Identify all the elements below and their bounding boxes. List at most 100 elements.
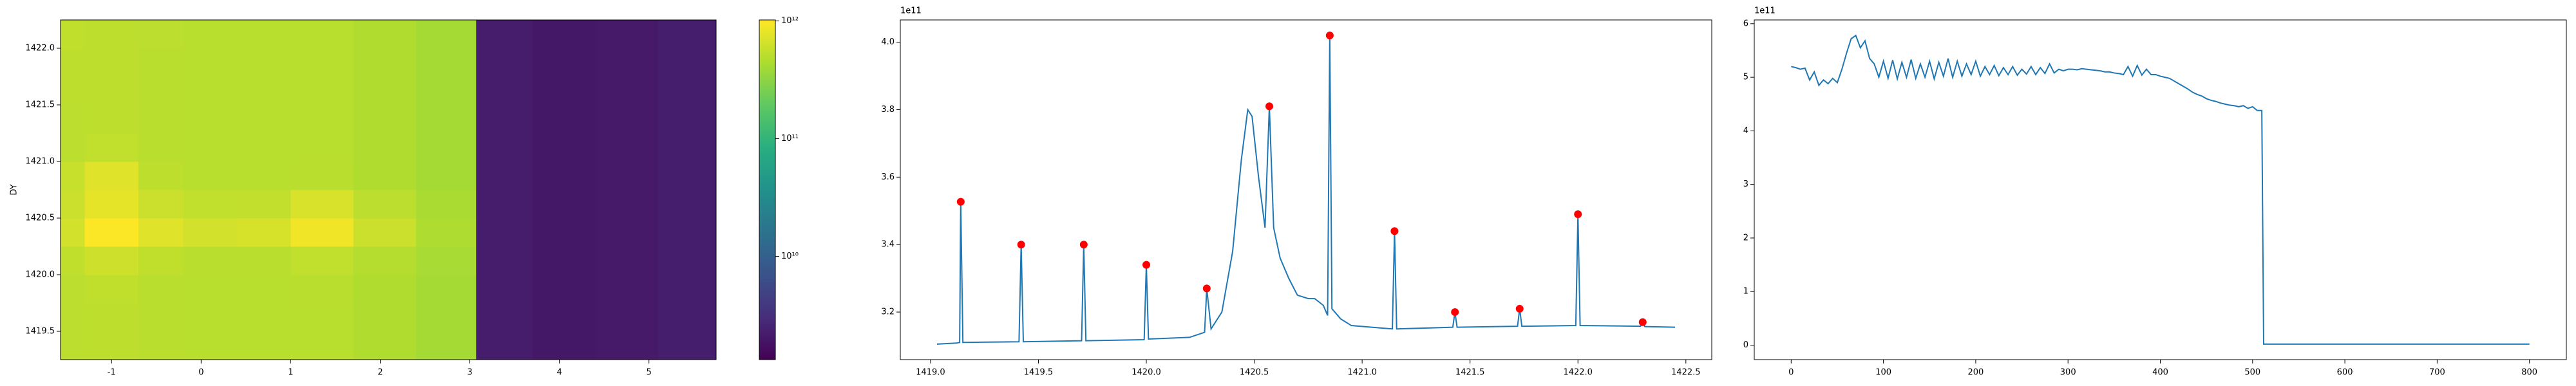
peak-marker	[1574, 210, 1582, 219]
heatmap-cell	[476, 246, 533, 275]
heatmap-cell	[658, 161, 717, 190]
heatmap-cell	[183, 331, 238, 360]
colorbar-segment	[759, 344, 775, 347]
colorbar-segment	[759, 317, 775, 320]
x-tick-label: 1419.5	[1024, 368, 1054, 378]
y-tick-label: 6	[1743, 19, 1748, 28]
colorbar-segment	[759, 283, 775, 286]
colorbar-segment	[759, 89, 775, 92]
colorbar-segment	[759, 98, 775, 100]
colorbar-segment	[759, 43, 775, 46]
colorbar-segment	[759, 172, 775, 175]
heatmap-cell	[532, 331, 596, 360]
heatmap-cell	[416, 161, 477, 190]
colorbar-segment	[759, 151, 775, 153]
colorbar-segment	[759, 303, 775, 306]
data-line	[936, 35, 1676, 345]
colorbar-segment	[759, 222, 775, 225]
colorbar-segment	[759, 239, 775, 241]
colorbar-segment	[759, 353, 775, 355]
heatmap-cell	[290, 246, 354, 275]
colorbar-segment	[759, 116, 775, 119]
heatmap-cell	[658, 246, 717, 275]
heatmap-cell	[290, 275, 354, 304]
heatmap-cell	[353, 331, 417, 360]
colorbar-segment	[759, 84, 775, 87]
colorbar-segment	[759, 67, 775, 70]
x-tick-label: 800	[2521, 368, 2537, 378]
heatmap-cell	[236, 133, 291, 162]
colorbar-segment	[759, 356, 775, 358]
colorbar-segment	[759, 145, 775, 148]
colorbar-segment	[759, 133, 775, 136]
colorbar-segment	[759, 60, 775, 63]
heatmap-cell	[290, 133, 354, 162]
heatmap-cell	[532, 218, 596, 247]
y-tick-label: 1422.0	[26, 44, 55, 53]
colorbar-segment	[759, 339, 775, 342]
heatmap-cell	[476, 218, 533, 247]
colorbar-segment	[759, 286, 775, 289]
x-tick-label: 3	[467, 368, 472, 378]
heatmap-cell	[61, 246, 86, 275]
heatmap-cell	[138, 275, 184, 304]
colorbar-segment	[759, 349, 775, 352]
heatmap-cell	[236, 20, 291, 49]
colorbar-segment	[759, 40, 775, 42]
heatmap-cell	[290, 161, 354, 190]
colorbar-segment	[759, 298, 775, 301]
colorbar-segment	[759, 130, 775, 133]
heatmap-cell	[84, 190, 139, 219]
colorbar-segment	[759, 266, 775, 268]
colorbar-segment	[759, 64, 775, 66]
heatmap-cell	[138, 77, 184, 106]
colorbar-segment	[759, 66, 775, 68]
colorbar-segment	[759, 91, 775, 94]
heatmap-cell	[595, 48, 659, 77]
colorbar-segment	[759, 42, 775, 44]
heatmap-cell	[416, 48, 477, 77]
colorbar-segment	[759, 115, 775, 117]
colorbar-segment	[759, 55, 775, 58]
colorbar-segment	[759, 137, 775, 140]
colorbar-segment	[759, 147, 775, 150]
colorbar-segment	[759, 210, 775, 212]
colorbar-segment	[759, 81, 775, 84]
heatmap-cell	[476, 190, 533, 219]
colorbar-segment	[759, 220, 775, 223]
x-tick-label: 1420.0	[1132, 368, 1161, 378]
heatmap-cell	[658, 20, 717, 49]
colorbar-segment	[759, 334, 775, 336]
colorbar-segment	[759, 198, 775, 201]
heatmap-cell	[353, 20, 417, 49]
colorbar-segment	[759, 193, 775, 196]
y-tick-label: 3.6	[881, 172, 895, 182]
heatmap-cell	[236, 218, 291, 247]
colorbar-segment	[759, 93, 775, 95]
y-tick-label: 3.2	[881, 308, 895, 317]
colorbar-segment	[759, 164, 775, 167]
colorbar-segment	[759, 181, 775, 183]
heatmap-cell	[84, 331, 139, 360]
colorbar-segment	[759, 156, 775, 158]
colorbar-segment	[759, 288, 775, 291]
heatmap-cell	[595, 331, 659, 360]
colorbar-segment	[759, 320, 775, 323]
colorbar-segment	[759, 103, 775, 106]
colorbar-segment	[759, 297, 775, 299]
heatmap-cell	[138, 133, 184, 162]
heatmap-cell	[138, 303, 184, 332]
y-tick-label: 3.4	[881, 240, 895, 250]
heatmap-cell	[61, 190, 86, 219]
heatmap-cell	[595, 77, 659, 106]
colorbar-segment	[759, 159, 775, 161]
heatmap-cell	[84, 48, 139, 77]
x-tick-label: 1422.0	[1563, 368, 1593, 378]
heatmap-cell	[416, 303, 477, 332]
colorbar-segment	[759, 225, 775, 228]
colorbar-segment	[759, 96, 775, 98]
heatmap-cell	[658, 331, 717, 360]
heatmap-cell	[658, 133, 717, 162]
colorbar-segment	[759, 82, 775, 85]
